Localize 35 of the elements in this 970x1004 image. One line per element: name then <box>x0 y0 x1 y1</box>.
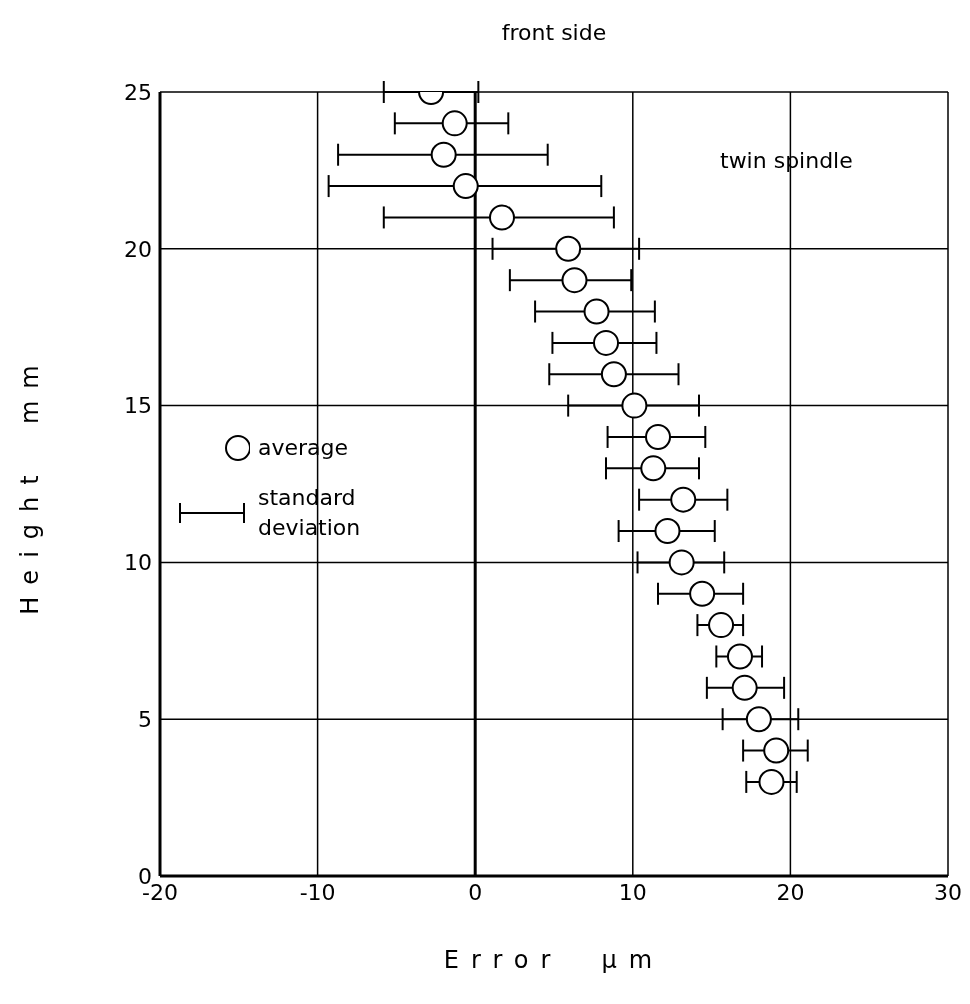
point <box>668 549 695 576</box>
point <box>670 486 697 513</box>
y-tick-label: 15 <box>124 393 152 419</box>
point <box>430 141 457 168</box>
point <box>600 361 627 388</box>
y-axis-title: Height mm <box>16 353 44 615</box>
point <box>583 298 610 325</box>
point <box>441 110 468 137</box>
y-tick-label: 5 <box>138 707 152 733</box>
x-tick-label: -10 <box>299 879 336 905</box>
point <box>708 612 735 639</box>
point <box>731 674 758 701</box>
point <box>561 267 588 294</box>
x-axis-title: Error μm <box>442 946 666 974</box>
point <box>452 173 479 200</box>
point <box>745 706 772 733</box>
x-tick-label: 0 <box>468 879 483 905</box>
point <box>654 518 681 545</box>
point <box>488 204 515 231</box>
point <box>621 392 648 419</box>
point <box>555 235 582 262</box>
y-tick-label: 20 <box>124 236 152 262</box>
x-tick-label: 10 <box>618 879 647 905</box>
point <box>645 423 672 450</box>
y-tick-label: 25 <box>124 79 152 105</box>
y-tick-label: 10 <box>124 550 152 576</box>
point <box>758 768 785 795</box>
point <box>763 737 790 764</box>
x-tick-label: 30 <box>934 879 962 905</box>
point <box>593 329 620 356</box>
chart-title: front side <box>500 20 608 45</box>
point <box>640 455 667 482</box>
point <box>689 580 716 607</box>
point <box>726 643 753 670</box>
x-tick-label: 20 <box>776 879 805 905</box>
